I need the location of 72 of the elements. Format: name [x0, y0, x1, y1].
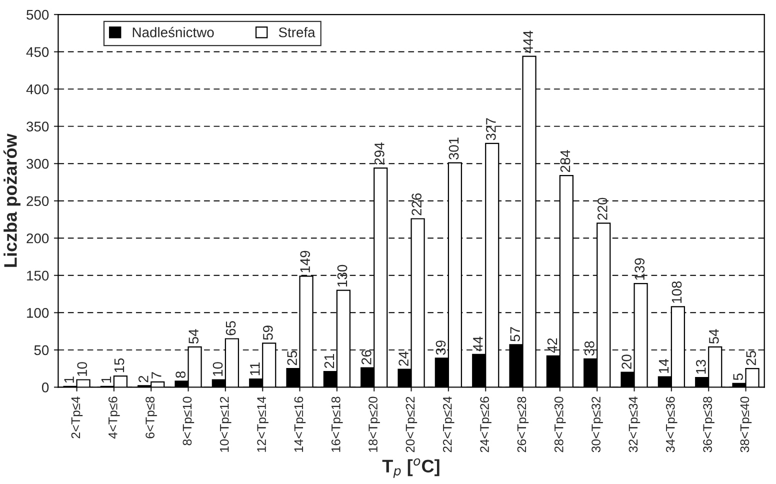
data-label: 57 — [510, 327, 520, 342]
y-tick-label: 400 — [26, 84, 49, 94]
y-tick-label: 150 — [27, 270, 49, 281]
data-label: 10 — [77, 362, 88, 376]
data-label: 10 — [212, 362, 223, 376]
x-tick-label: 26<Tp≤28 — [517, 396, 529, 452]
legend-label: Strefa — [278, 27, 316, 38]
data-label: 284 — [560, 150, 570, 172]
y-tick-label: 100 — [27, 308, 49, 318]
data-label: 108 — [672, 281, 682, 303]
data-label: 44 — [473, 336, 483, 352]
data-label: 220 — [598, 198, 608, 220]
data-label: 39 — [436, 340, 446, 355]
data-label: 38 — [584, 341, 594, 356]
data-label: 15 — [114, 358, 124, 372]
data-label: 54 — [709, 329, 719, 344]
data-label: 24 — [398, 351, 408, 366]
y-tick-label: 200 — [26, 233, 49, 244]
x-tick-label: 24<Tp≤26 — [480, 396, 492, 452]
x-tick-label: 20<Tp≤22 — [406, 396, 418, 452]
x-tick-label: 10<Tp≤12 — [220, 396, 232, 452]
x-tick-label: 6<Tp≤8 — [146, 396, 157, 438]
x-tick-label: 2<Tp≤4 — [71, 396, 83, 438]
y-tick-label: 350 — [26, 122, 49, 132]
data-label: 20 — [622, 354, 632, 369]
data-label: 13 — [696, 360, 706, 374]
data-label: 130 — [337, 264, 348, 286]
y-tick-label: 250 — [26, 196, 49, 206]
y-tick-label: 300 — [26, 158, 49, 169]
data-label: 1 — [64, 376, 74, 383]
data-label: 25 — [287, 350, 298, 366]
data-label: 7 — [152, 372, 162, 378]
data-label: 8 — [176, 371, 186, 378]
data-label: 26 — [362, 350, 372, 364]
data-label: 294 — [374, 142, 384, 165]
x-tick-label: 4<Tp≤6 — [108, 396, 120, 439]
data-label: 42 — [547, 338, 558, 353]
y-tick-label: 50 — [34, 345, 49, 356]
x-tick-label: 18<Tp≤20 — [368, 396, 380, 452]
data-label: 301 — [448, 138, 459, 160]
y-tick-label: 450 — [26, 47, 49, 57]
x-tick-label: 36<Tp≤38 — [703, 396, 714, 452]
data-label: 14 — [658, 358, 669, 373]
y-tick-label: 0 — [42, 382, 49, 392]
data-label: 54 — [188, 329, 199, 344]
x-tick-label: 30<Tp≤32 — [592, 396, 603, 452]
data-label: 21 — [324, 354, 334, 368]
x-axis-title: T$_{p}$ [$^{o}$C] — [382, 458, 440, 478]
data-label: 139 — [634, 258, 645, 280]
data-label: 327 — [486, 118, 496, 140]
data-label: 11 — [250, 362, 260, 376]
data-label: 226 — [412, 193, 422, 216]
data-label: 5 — [733, 374, 743, 380]
data-label: 444 — [523, 30, 533, 54]
x-tick-label: 28<Tp≤30 — [554, 396, 566, 452]
data-label: 149 — [300, 250, 310, 272]
y-tick-label: 500 — [26, 10, 49, 20]
x-tick-label: 32<Tp≤34 — [628, 396, 640, 452]
x-tick-label: 22<Tp≤24 — [442, 396, 454, 452]
data-label: 2 — [138, 376, 148, 382]
x-tick-label: 16<Tp≤18 — [331, 396, 343, 452]
x-tick-label: 12<Tp≤14 — [257, 396, 268, 452]
data-label: 65 — [226, 321, 236, 336]
data-label: 1 — [101, 376, 112, 383]
x-tick-label: 34<Tp≤36 — [666, 396, 678, 452]
x-tick-label: 38<Tp≤40 — [740, 396, 752, 452]
data-label: 59 — [263, 326, 273, 340]
data-label: 25 — [746, 350, 756, 366]
y-axis-title: Liczba pożarów — [3, 134, 20, 267]
legend-label: Nadleśnictwo — [132, 26, 214, 38]
x-tick-label: 8<Tp≤10 — [182, 396, 194, 446]
x-tick-label: 14<Tp≤16 — [294, 396, 306, 452]
